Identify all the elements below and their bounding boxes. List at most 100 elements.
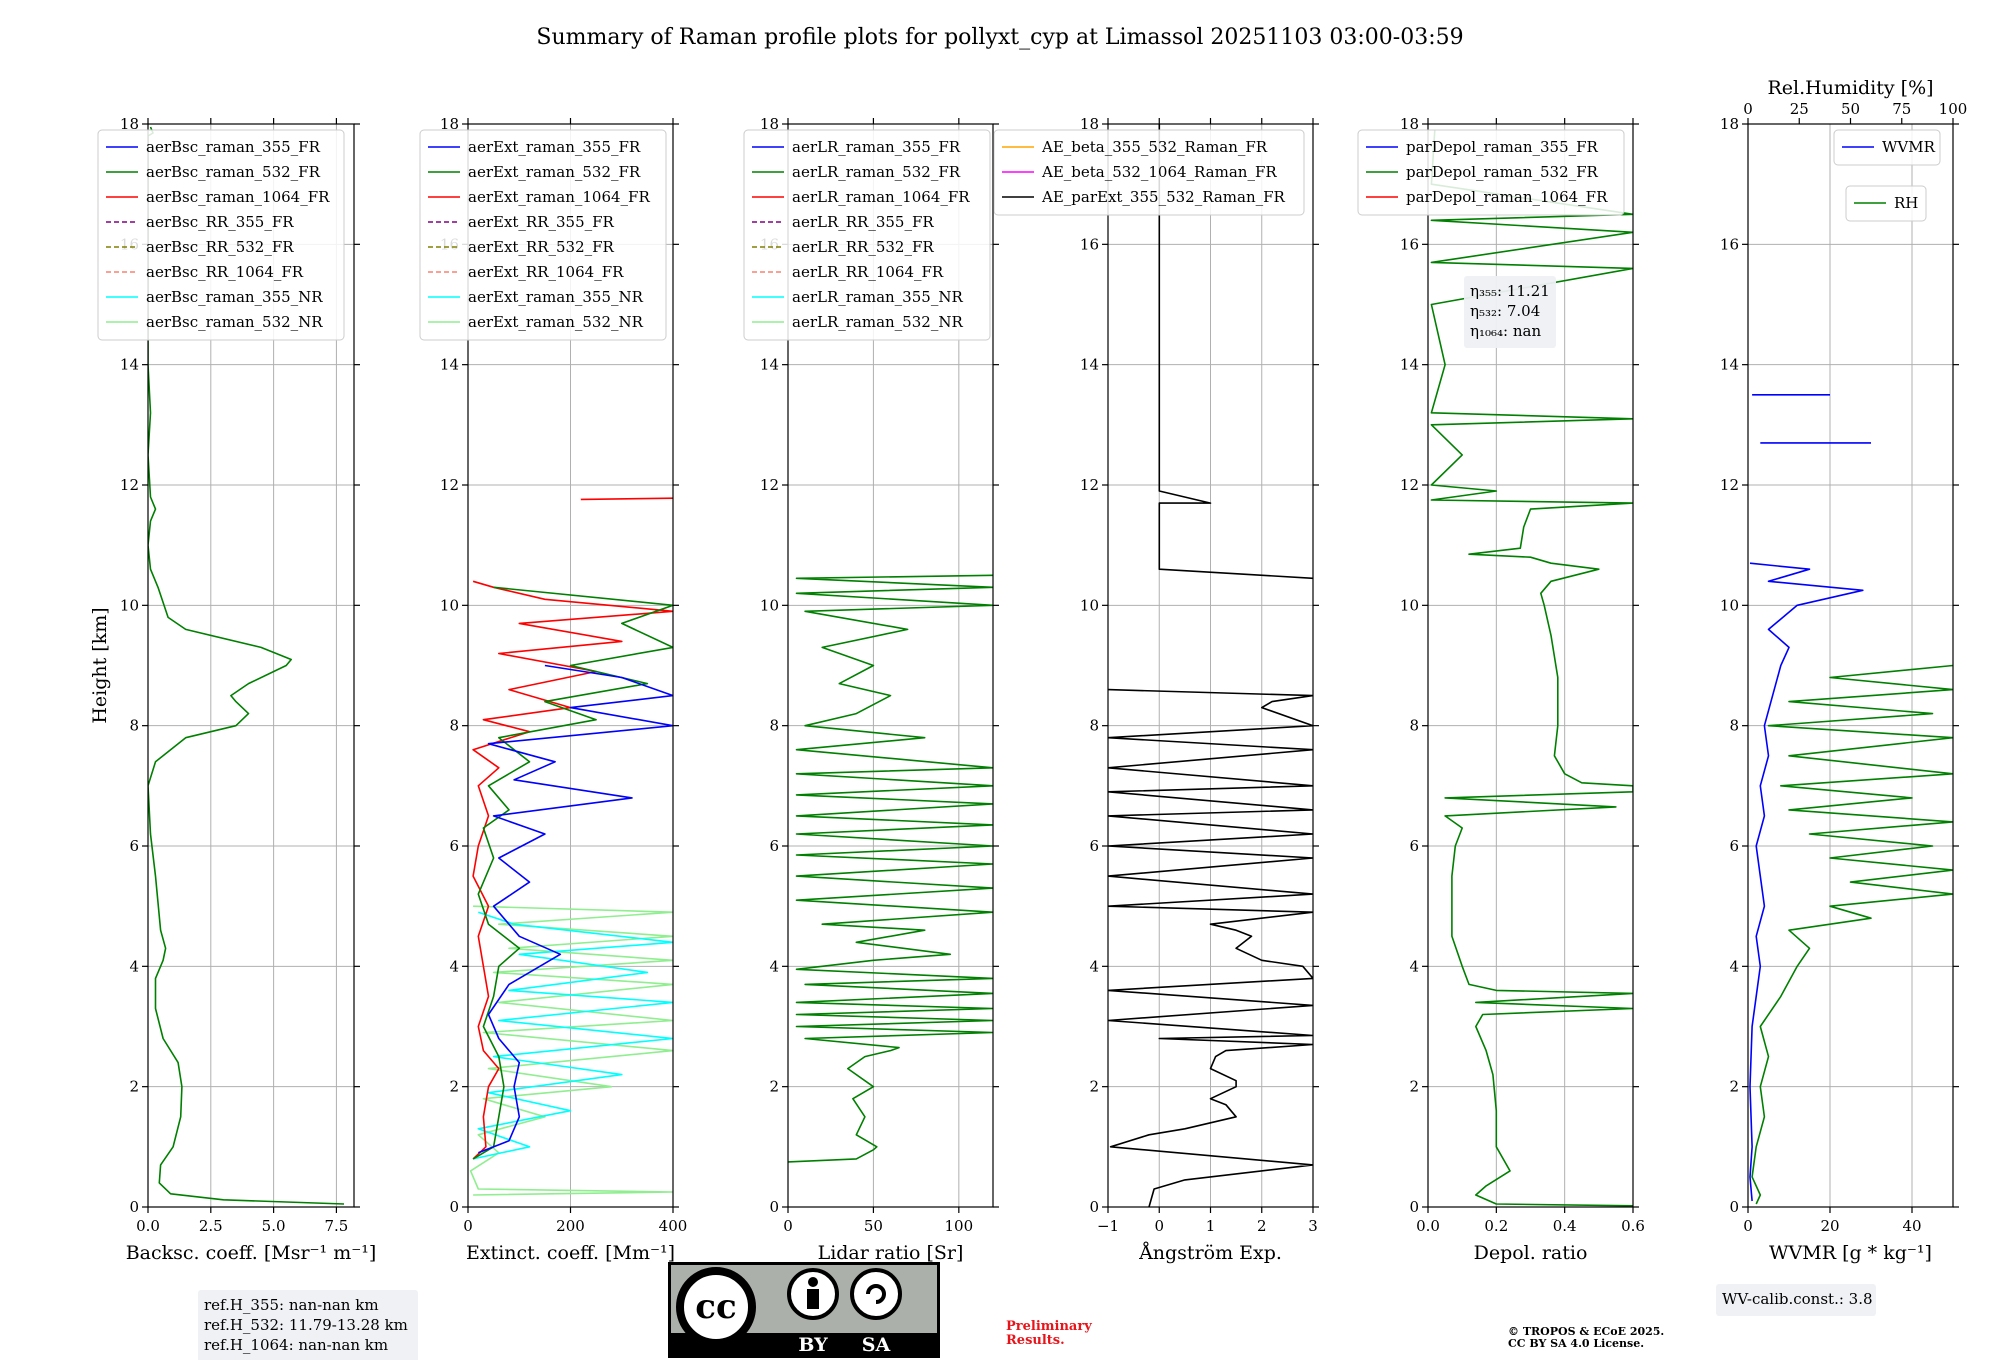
top-x-tick-label: 25 bbox=[1790, 100, 1809, 118]
annotation-line: ref.H_532: 11.79-13.28 km bbox=[204, 1316, 408, 1334]
y-tick-label: 18 bbox=[120, 115, 139, 133]
y-tick-label: 4 bbox=[449, 957, 459, 975]
legend-entry: aerBsc_raman_532_NR bbox=[146, 313, 323, 331]
annotation-line: η₁₀₆₄: nan bbox=[1470, 322, 1541, 340]
x-axis-label: Ångström Exp. bbox=[1138, 1242, 1282, 1264]
series-aerExt_raman_355_NR bbox=[472, 911, 673, 1160]
series-parDepol_raman_532_FR bbox=[1430, 129, 1633, 1207]
x-tick-label: 1 bbox=[1206, 1217, 1216, 1235]
cc-text: cc bbox=[695, 1287, 736, 1327]
y-tick-label: 12 bbox=[120, 476, 139, 494]
x-axis-label: Backsc. coeff. [Msr⁻¹ m⁻¹] bbox=[126, 1242, 377, 1264]
legend-box bbox=[993, 129, 1305, 216]
legend-entry: aerLR_raman_532_NR bbox=[792, 313, 963, 331]
y-tick-label: 18 bbox=[1400, 115, 1419, 133]
y-tick-label: 16 bbox=[1080, 235, 1099, 253]
axes-frame bbox=[1747, 123, 1954, 1208]
legend-entry: aerLR_RR_1064_FR bbox=[792, 263, 944, 281]
legend-entry: AE_beta_355_532_Raman_FR bbox=[1041, 138, 1268, 156]
legend-entry: aerBsc_RR_532_FR bbox=[146, 238, 294, 256]
legend-entry: aerExt_raman_355_FR bbox=[468, 138, 641, 156]
top-x-axis-label: Rel.Humidity [%] bbox=[1767, 77, 1933, 99]
y-tick-label: 4 bbox=[1409, 957, 1419, 975]
legend-entry: RH bbox=[1894, 194, 1918, 212]
x-tick-label: 3 bbox=[1308, 1217, 1318, 1235]
legend-entry: aerExt_RR_355_FR bbox=[468, 213, 615, 231]
y-tick-label: 10 bbox=[440, 596, 459, 614]
y-tick-label: 18 bbox=[760, 115, 779, 133]
x-tick-label: 0.4 bbox=[1553, 1217, 1577, 1235]
legend-entry: aerBsc_raman_355_FR bbox=[146, 138, 321, 156]
y-tick-label: 6 bbox=[769, 837, 779, 855]
series-aerExt_raman_532_NR bbox=[469, 905, 673, 1196]
legend-entry: aerExt_raman_532_FR bbox=[468, 163, 641, 181]
annotation-line: WV-calib.const.: 3.8 bbox=[1722, 1290, 1873, 1308]
panel-extinction: 0246810121416180200400Extinct. coeff. [M… bbox=[419, 115, 687, 1264]
y-tick-label: 2 bbox=[1729, 1078, 1739, 1096]
series-aerBsc_raman_532_FR bbox=[148, 126, 345, 1205]
y-tick-label: 10 bbox=[1400, 596, 1419, 614]
legend-entry: aerExt_RR_1064_FR bbox=[468, 263, 624, 281]
x-tick-label: 0.0 bbox=[1416, 1217, 1440, 1235]
y-tick-label: 0 bbox=[769, 1198, 779, 1216]
legend-entry: aerExt_raman_1064_FR bbox=[468, 188, 650, 206]
legend-box bbox=[1357, 129, 1625, 216]
annotation-line: ref.H_1064: nan-nan km bbox=[204, 1336, 388, 1354]
legend-entry: aerBsc_raman_532_FR bbox=[146, 163, 321, 181]
y-tick-label: 14 bbox=[1720, 356, 1739, 374]
y-tick-label: 8 bbox=[1409, 717, 1419, 735]
y-tick-label: 14 bbox=[1080, 356, 1099, 374]
copyright-note: © TROPOS & ECoE 2025. CC BY SA 4.0 Licen… bbox=[1508, 1325, 1665, 1350]
figure-title: Summary of Raman profile plots for polly… bbox=[536, 25, 1463, 50]
series-group bbox=[469, 497, 673, 1196]
legend-entry: AE_beta_532_1064_Raman_FR bbox=[1041, 163, 1277, 181]
legend-entry: aerExt_raman_355_NR bbox=[468, 288, 644, 306]
x-axis-label: Extinct. coeff. [Mm⁻¹] bbox=[466, 1242, 675, 1264]
legend-entry: aerLR_RR_532_FR bbox=[792, 238, 934, 256]
legend-entry: aerLR_raman_355_NR bbox=[792, 288, 963, 306]
preliminary-results-note: Preliminary Results. bbox=[1006, 1319, 1092, 1348]
y-tick-label: 0 bbox=[1089, 1198, 1099, 1216]
series-group bbox=[1430, 129, 1633, 1207]
y-tick-label: 12 bbox=[1400, 476, 1419, 494]
series-aerExt_raman_532_FR bbox=[472, 586, 673, 1160]
y-tick-label: 6 bbox=[129, 837, 139, 855]
series-aerExt_raman_355_FR bbox=[478, 664, 673, 1154]
legend-entry: parDepol_raman_1064_FR bbox=[1406, 188, 1608, 206]
x-axis-label: Lidar ratio [Sr] bbox=[818, 1242, 964, 1264]
y-tick-label: 14 bbox=[760, 356, 779, 374]
series-group bbox=[788, 574, 993, 1163]
x-tick-label: 40 bbox=[1902, 1217, 1921, 1235]
x-tick-label: 0.2 bbox=[1484, 1217, 1508, 1235]
annotation-line: η₅₃₂: 7.04 bbox=[1470, 302, 1540, 320]
y-tick-label: 16 bbox=[1400, 235, 1419, 253]
y-tick-label: 12 bbox=[1080, 476, 1099, 494]
top-x-tick-label: 75 bbox=[1892, 100, 1911, 118]
x-tick-label: 200 bbox=[556, 1217, 585, 1235]
x-tick-label: 0.6 bbox=[1621, 1217, 1645, 1235]
x-axis-label: Depol. ratio bbox=[1474, 1242, 1588, 1264]
cc-sa-label: SA bbox=[862, 1334, 891, 1356]
legend-box bbox=[97, 129, 345, 341]
x-tick-label: 0 bbox=[783, 1217, 793, 1235]
panel-lidar_ratio: 024681012141618050100Lidar ratio [Sr]aer… bbox=[743, 115, 999, 1264]
y-tick-label: 4 bbox=[129, 957, 139, 975]
series-aerLR_raman_532_FR bbox=[788, 574, 993, 1163]
sa-arrow-icon bbox=[866, 1284, 886, 1304]
y-tick-label: 16 bbox=[1720, 235, 1739, 253]
top-x-tick-label: 0 bbox=[1743, 100, 1753, 118]
y-tick-label: 2 bbox=[449, 1078, 459, 1096]
x-tick-label: 50 bbox=[864, 1217, 883, 1235]
legend-entry: aerBsc_RR_355_FR bbox=[146, 213, 294, 231]
series-group bbox=[1108, 124, 1313, 1207]
legend-entry: aerLR_raman_532_FR bbox=[792, 163, 961, 181]
y-tick-label: 18 bbox=[440, 115, 459, 133]
y-tick-label: 14 bbox=[120, 356, 139, 374]
legend-entry: parDepol_raman_355_FR bbox=[1406, 138, 1599, 156]
legend-entry: aerExt_RR_532_FR bbox=[468, 238, 615, 256]
y-tick-label: 10 bbox=[120, 596, 139, 614]
x-tick-label: −1 bbox=[1097, 1217, 1119, 1235]
x-tick-label: 20 bbox=[1820, 1217, 1839, 1235]
panel-depol: 0 2 4 6 8 10 12 14 16 18 0.0 0.2 0.4 0.6 Depol. ratio p… bbox=[1357, 115, 1645, 1264]
